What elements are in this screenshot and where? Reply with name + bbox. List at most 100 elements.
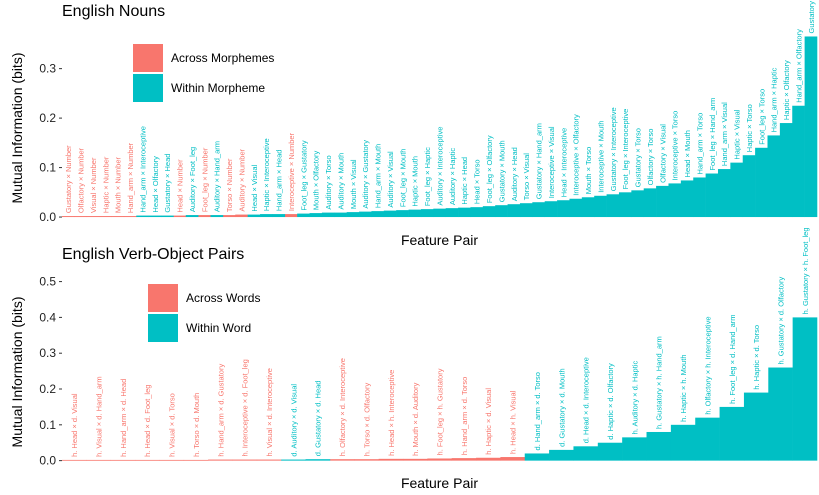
bar-label: Mouth × Torso [584,147,593,195]
chart-title: English Verb-Object Pairs [62,246,244,263]
bar [354,459,379,461]
bar-label: Gustatory × Interoceptive [609,107,618,191]
bar [111,216,125,218]
bar [482,206,496,218]
bar [792,105,805,218]
bar [524,453,550,461]
bar [235,214,248,218]
bar [705,173,719,218]
bar-label: Auditory × Hand_arm [213,141,222,212]
bar [408,209,422,218]
bar-label: d. Hand_arm × d. Torso [533,372,542,450]
bar-label: Interoceptive × Torso [671,111,680,181]
bar-label: Foot_leg × Olfactory [485,135,494,203]
bar [755,147,768,218]
bar-label: h. Hand_arm × d. Gustatory [216,364,225,457]
bar [159,459,185,461]
bar-label: h. Torso × d. Mouth [192,393,201,457]
bar-label: Auditory × Torso [324,155,333,209]
bar-label: Interoceptive × Olfactory [572,114,581,196]
bar-label: Mouth × Number [114,156,123,213]
bar-label: Auditory × Gustatory [361,140,370,209]
bar [383,210,397,218]
bar [420,209,434,218]
bar [198,215,211,218]
bar [185,215,199,218]
legend-swatch [148,314,178,342]
bar-label: Haptic × Visual [733,109,742,159]
bar [110,459,136,461]
bar [334,212,347,218]
bar [281,459,306,461]
bar-label: Head × Number [176,159,185,213]
bar [247,214,261,218]
bar [500,457,526,461]
bar-label: Gustatory × Torso [634,128,643,187]
bar-label: h. Haptic × h. Mouth [679,354,688,421]
bar [622,437,647,461]
bar-label: Auditory × Head [510,147,519,201]
y-tick-label: 0.0 [39,210,56,224]
bar-label: Auditory × Mouth [336,153,345,210]
bar-label: Gustatory × Mouth [497,140,506,202]
bar [161,215,174,218]
bar [680,180,694,218]
bar [656,185,669,218]
bar [451,458,477,461]
bar [742,155,756,218]
bar-label: d. Gustatory × d. Head [314,381,323,457]
y-axis-label: Mutual Information (bits) [9,297,25,448]
bar [495,205,508,218]
bar [99,216,112,218]
bar-label: Head × Torso [473,159,482,204]
bar [402,458,428,461]
bar [618,192,632,218]
bar-label: Head × Visual [250,164,259,211]
bar [581,197,595,218]
bar-label: h. Head × h. Interoceptive [387,370,396,456]
bar-label: Olfactory × Torso [646,129,655,186]
bar-label: d. Auditory × d. Visual [289,384,298,457]
bar-label: Gustatory × Olfactory [807,0,816,33]
bar [549,449,574,461]
y-tick-label: 0.4 [39,310,56,324]
bar [427,458,452,461]
bar-label: Foot_leg × Torso [757,89,766,145]
bar [256,459,282,461]
bar-label: Hand_arm × Interoceptive [138,126,147,213]
bar [573,446,599,461]
bar-label: h. Head × d. Foot_leg [143,385,152,457]
bar-label: h. Haptic × d. Visual [484,388,493,455]
bar [62,459,87,461]
bar-label: Interoceptive × Mouth [596,120,605,192]
bar-label: Haptic × Interoceptive [262,138,271,211]
bar [519,203,533,218]
bar [123,216,137,218]
bar-label: Foot_leg × Gustatory [299,140,308,210]
bar [232,459,258,461]
bar [606,194,620,218]
bar [86,459,112,461]
bar-label: Gustatory × Number [64,145,73,213]
bar [476,457,501,461]
bar [597,442,623,461]
y-tick-label: 0.0 [39,454,56,468]
bar [148,215,162,218]
bar [458,207,471,218]
bar [396,210,409,218]
bar-label: h. Visual × d. Interoceptive [265,368,274,456]
bar-label: Foot_leg × Mouth [398,149,407,208]
bar-label: Auditory × Foot_leg [188,147,197,212]
bar [305,459,331,461]
legend-label: Within Morpheme [171,81,265,95]
bar-label: h. Hand_arm × d. Torso [460,377,469,455]
bar-label: h. Olfactory × d. Interoceptive [338,358,347,456]
bar-label: h. Auditory × d. Haptic [630,361,639,435]
bar [359,211,372,218]
bar-label: Hand_arm × Head [275,150,284,212]
bar [646,431,672,461]
bar [183,459,209,461]
bar-label: h. Foot_leg × d. Hand_arm [728,314,737,403]
bar-label: Mouth × Olfactory [312,150,321,210]
